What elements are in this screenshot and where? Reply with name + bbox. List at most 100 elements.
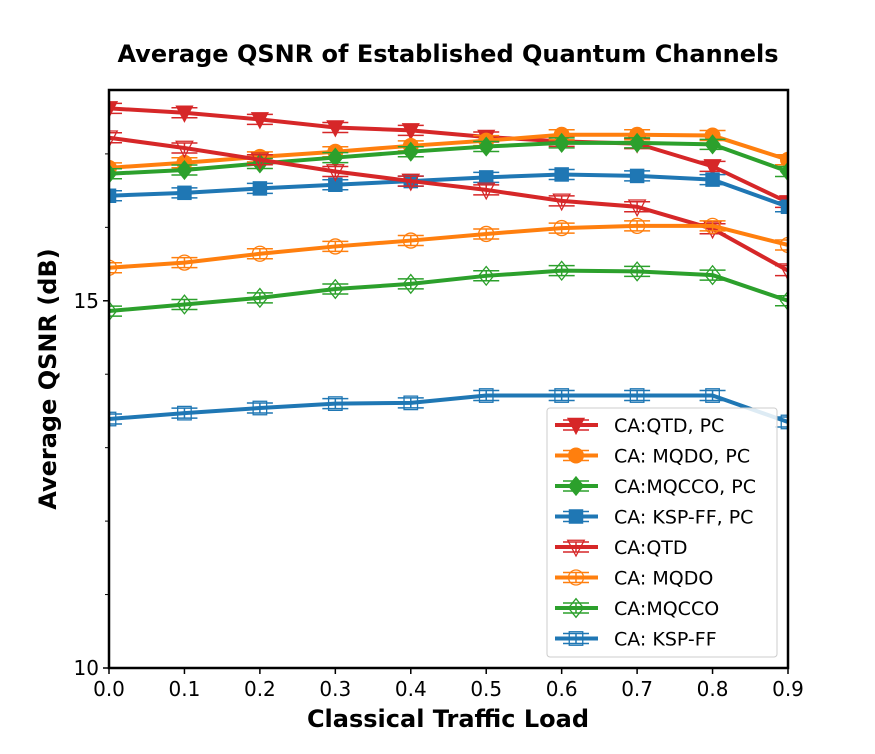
error-bar <box>397 234 424 247</box>
error-bar <box>473 184 500 196</box>
legend-item: CA: KSP-FF, PC <box>555 507 753 529</box>
error-bar <box>109 261 122 274</box>
x-tick-label: 0.2 <box>244 677 276 701</box>
series-line <box>109 135 788 273</box>
error-bar <box>246 402 273 414</box>
marker-square <box>568 509 584 524</box>
marker-triangle-down <box>627 199 647 218</box>
marker-triangle-down <box>250 112 269 130</box>
series-line <box>109 132 788 170</box>
marker-square <box>327 396 343 412</box>
error-bar <box>246 154 273 166</box>
legend-label: CA:MQCCO <box>614 598 719 620</box>
marker-square <box>629 168 645 184</box>
marker-circle <box>109 259 118 276</box>
error-bar <box>473 228 500 240</box>
series-line <box>109 140 788 176</box>
marker-diamond <box>628 132 646 153</box>
marker-square <box>554 167 569 182</box>
error-bar <box>563 602 589 614</box>
error-bar <box>775 154 788 166</box>
series-line <box>109 106 788 205</box>
marker-diamond <box>704 264 721 286</box>
axes: 0.0 0.1 0.2 0.3 0.4 0.5 0.6 0.7 0.8 0.9 10 15 <box>74 153 804 701</box>
marker-diamond <box>553 260 571 282</box>
marker-diamond <box>109 300 118 322</box>
marker-triangle-down <box>566 539 586 558</box>
error-bar <box>322 240 349 253</box>
error-bar <box>109 131 122 144</box>
error-bar <box>548 264 575 277</box>
marker-diamond <box>326 278 344 300</box>
marker-triangle-down <box>476 182 496 201</box>
error-bar <box>699 389 726 402</box>
legend-item: CA:MQCCO, PC <box>555 475 756 498</box>
error-bar <box>775 264 788 277</box>
marker-circle <box>779 236 788 254</box>
error-bar <box>563 571 589 584</box>
y-tick-label: 10 <box>74 656 99 680</box>
series-ca-mqcco-pc <box>109 132 788 184</box>
series-ca-qtd-pc <box>109 101 788 213</box>
x-tick-label: 0.6 <box>546 677 578 701</box>
marker-circle <box>567 569 585 586</box>
error-bar <box>397 397 424 409</box>
marker-diamond <box>402 141 419 162</box>
series-ca-qtd <box>109 130 788 282</box>
error-bar <box>775 165 788 178</box>
error-bar <box>775 196 788 209</box>
series-ca-mqdo <box>109 217 788 276</box>
legend-item: CA:QTD, PC <box>555 415 724 437</box>
error-bar <box>109 190 122 202</box>
marker-diamond <box>251 287 269 309</box>
marker-square <box>780 414 788 430</box>
x-tick-label: 0.3 <box>319 677 351 701</box>
error-bar <box>171 256 198 269</box>
x-tick-label: 0.8 <box>697 677 729 701</box>
error-bar <box>699 220 726 232</box>
marker-diamond <box>779 290 788 312</box>
marker-diamond <box>109 163 118 184</box>
marker-circle <box>568 447 584 464</box>
x-axis-label: Classical Traffic Load <box>307 705 589 733</box>
legend-item: CA:MQCCO <box>555 597 719 620</box>
error-bar <box>624 220 651 232</box>
legend-label: CA:QTD, PC <box>614 415 724 437</box>
error-bar <box>246 292 273 304</box>
legend-label: CA: KSP-FF, PC <box>614 507 753 529</box>
marker-square <box>568 631 584 646</box>
error-bar <box>473 389 500 402</box>
error-bar <box>171 298 198 311</box>
marker-triangle-down <box>566 417 586 436</box>
legend-box <box>546 407 778 658</box>
marker-triangle-down <box>175 105 194 123</box>
marker-square <box>252 400 268 416</box>
error-bar <box>699 269 726 281</box>
marker-triangle-down <box>552 193 571 212</box>
error-bar <box>624 201 651 213</box>
legend-item: CA: MQDO <box>555 568 713 590</box>
x-tick-label: 0.0 <box>93 677 125 701</box>
marker-square <box>177 185 192 201</box>
error-bar <box>775 295 788 307</box>
legend-item: CA:QTD <box>555 537 688 559</box>
error-bar <box>171 142 198 154</box>
marker-triangle-down <box>703 159 722 177</box>
x-tick-label: 0.9 <box>772 677 804 701</box>
marker-square <box>109 411 117 427</box>
series-ca-mqcco <box>109 260 788 322</box>
x-tick-label: 0.4 <box>395 677 427 701</box>
marker-triangle-down <box>326 120 345 138</box>
marker-square <box>705 172 720 187</box>
marker-circle <box>176 254 193 271</box>
legend-item: CA: KSP-FF <box>555 629 717 651</box>
series-layer <box>109 101 788 430</box>
marker-diamond <box>477 265 495 287</box>
marker-square <box>109 188 117 204</box>
marker-diamond <box>567 475 585 497</box>
marker-square <box>478 388 494 403</box>
marker-triangle-down <box>109 101 119 119</box>
marker-diamond <box>567 597 585 619</box>
marker-diamond <box>553 132 570 153</box>
legend-label: CA: KSP-FF <box>614 629 717 651</box>
